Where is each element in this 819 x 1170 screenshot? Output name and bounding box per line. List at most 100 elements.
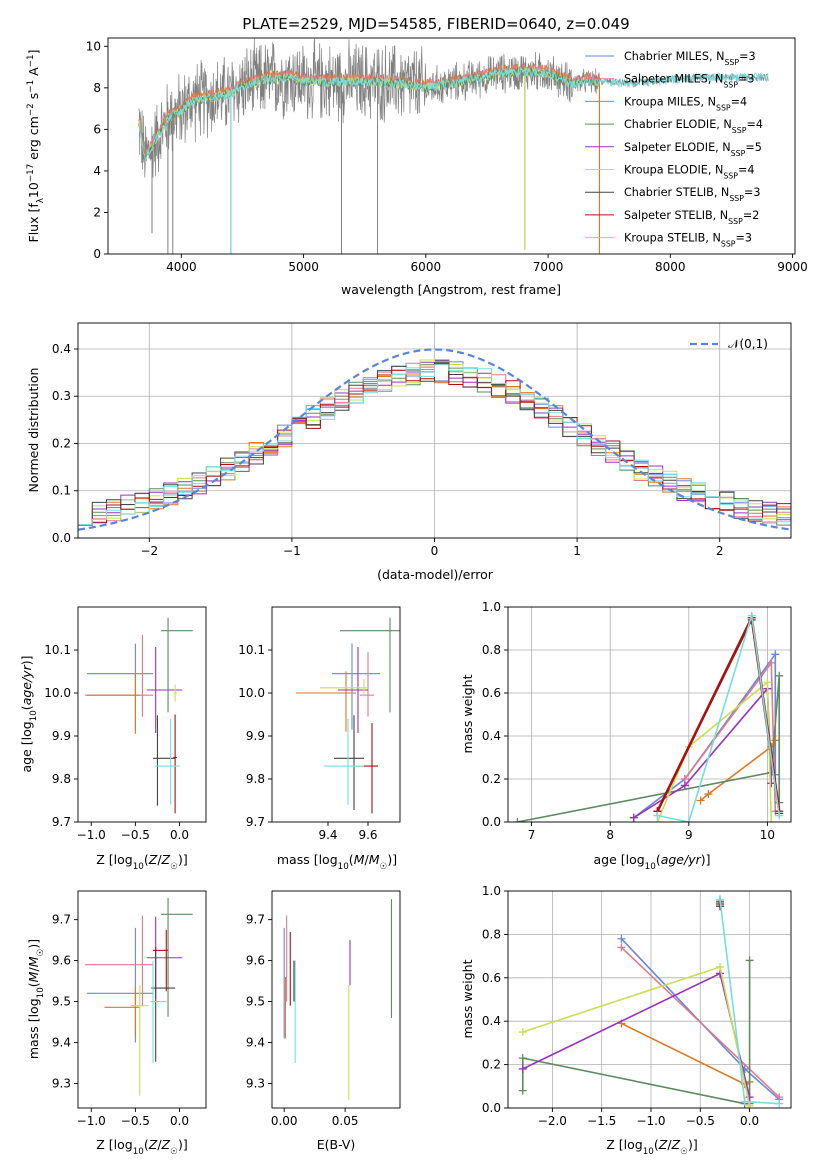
- y-tick-label: 9.7: [246, 913, 265, 927]
- y-tick-label: 9.4: [246, 1035, 265, 1049]
- errorbar-chabrier-miles: [332, 643, 380, 730]
- y-tick-label: 9.3: [52, 1076, 71, 1090]
- x-tick-label: 9.4: [318, 828, 337, 842]
- x-tick-label: −2: [140, 544, 158, 558]
- data-point-marker: [747, 611, 756, 620]
- x-tick-label: 6000: [411, 260, 442, 274]
- y-tick-label: 0.8: [482, 927, 501, 941]
- errorbar-salpeter-elodie: [338, 646, 368, 733]
- mass-weight-vs-age-plot: 7 8 9 10 0.0 0.2 0.4 0.6 0.8 1.0 age [log10(age/yr…: [460, 600, 792, 872]
- errorbar-kroupa-elodie: [130, 985, 149, 1096]
- series-line: [620, 946, 780, 1098]
- legend-label-chabrier-elodie: Chabrier ELODIE, NSSP=4: [624, 118, 763, 135]
- series-line: [517, 675, 780, 822]
- y-axis-label: age [log10(age/yr)]: [19, 655, 39, 772]
- y-tick-label: 6: [93, 122, 101, 136]
- data-point-marker: [518, 1064, 527, 1073]
- y-tick-label: 0.2: [482, 772, 501, 786]
- series-line: [656, 680, 773, 822]
- mass-vs-ebv-plot: 0.00 0.05 9.3 9.4 9.5 9.6 9.7 E(B-V): [246, 890, 401, 1152]
- data-point-marker: [763, 678, 772, 687]
- y-tick-label: 0.3: [52, 389, 71, 403]
- errorbar-salpeter-elodie: [146, 916, 183, 999]
- x-tick-label: −1.0: [636, 1114, 665, 1128]
- y-tick-label: 1.0: [482, 600, 501, 614]
- series-kroupa-stelib: [653, 611, 784, 822]
- errorbar-kroupa-elodie: [173, 684, 177, 702]
- series-line: [700, 739, 776, 802]
- model-spectrum-kroupa-stelib: [138, 67, 769, 160]
- x-axis-label: (data-model)/error: [377, 567, 494, 582]
- x-tick-label: 0.0: [740, 1114, 759, 1128]
- data-point-marker: [745, 1101, 754, 1108]
- mass-weight-vs-age-marks: [513, 611, 784, 822]
- age-vs-mass-plot: 9.4 9.6 9.7 9.8 9.9 10.0 10.1 mass [log10(M/M☉)…: [238, 606, 401, 872]
- x-tick-label: −1.5: [587, 1114, 616, 1128]
- x-axis-label: age [log10(age/yr)]: [593, 852, 710, 872]
- series-line: [656, 617, 780, 814]
- errorbar-kroupa-stelib: [150, 960, 167, 1063]
- legend-label-kroupa-elodie: Kroupa ELODIE, NSSP=4: [624, 164, 754, 181]
- residuals-plot: −2 −1 0 1 2 0.0 0.1 0.2 0.3 0.4 𝒩(0,1) (data-model)…: [26, 322, 792, 582]
- data-point-marker: [653, 811, 662, 820]
- data-point-marker: [518, 1028, 527, 1037]
- data-point-marker: [680, 781, 689, 790]
- axes-frame: [107, 37, 796, 255]
- series-kroupa-elodie: [518, 962, 754, 1108]
- x-tick-label: 2: [716, 544, 724, 558]
- errorbar-chabrier-stelib: [334, 715, 364, 810]
- data-point-marker: [696, 796, 705, 805]
- x-axis-label: mass [log10(M/M☉)]: [277, 852, 397, 872]
- x-tick-label: 9000: [777, 260, 808, 274]
- data-point-marker: [617, 934, 626, 943]
- data-point-marker: [704, 790, 713, 799]
- errorbar-salpeter-elodie: [146, 646, 183, 733]
- axes-frame: [77, 890, 207, 1109]
- data-point-marker: [771, 736, 780, 745]
- legend-label-salpeter-stelib: Salpeter STELIB, NSSP=2: [624, 209, 759, 226]
- errorbar-chabrier-stelib: [153, 715, 176, 806]
- age-vs-mass-marks: [296, 617, 400, 814]
- errorbar-salpeter-stelib: [173, 714, 177, 814]
- age-vs-metallicity-plot: −1.0 −0.5 0.0 9.7 9.8 9.9 10.0 10.1 Z [log10(Z/Z…: [19, 606, 207, 872]
- errorbar-salpeter-miles: [360, 652, 374, 717]
- y-tick-label: 10: [86, 39, 101, 53]
- legend-label-salpeter-elodie: Salpeter ELODIE, NSSP=5: [624, 141, 762, 158]
- errorbar-salpeter-stelib: [356, 723, 378, 814]
- data-point-marker: [684, 818, 693, 822]
- residuals-marks: [78, 348, 791, 538]
- x-tick-label: 4000: [166, 260, 197, 274]
- data-point-marker: [767, 658, 776, 667]
- y-tick-label: 10.1: [238, 643, 265, 657]
- y-tick-label: 10.0: [44, 686, 71, 700]
- y-tick-label: 0.0: [52, 531, 71, 545]
- y-tick-label: 8: [93, 81, 101, 95]
- x-tick-label: 10: [760, 828, 775, 842]
- mass-vs-metallicity-plot: −1.0 −0.5 0.0 9.3 9.4 9.5 9.6 9.7 Z [log10(Z/Z☉)…: [26, 890, 207, 1157]
- data-point-marker: [745, 1093, 754, 1102]
- y-tick-label: 9.8: [246, 772, 265, 786]
- y-axis-label: mass weight: [460, 959, 475, 1038]
- x-axis-label: wavelength [Angstrom, rest frame]: [341, 282, 561, 297]
- y-tick-label: 9.9: [52, 729, 71, 743]
- x-tick-label: 1: [573, 544, 581, 558]
- y-axis-label: mass [log10(M/M☉)]: [26, 939, 46, 1059]
- errorbar-kroupa-miles: [86, 673, 140, 734]
- legend-label-kroupa-stelib: Kroupa STELIB, NSSP=3: [624, 232, 752, 249]
- x-tick-label: −0.5: [121, 1114, 150, 1128]
- y-axis-label: Normed distribution: [26, 368, 41, 493]
- data-point-marker: [518, 1054, 527, 1063]
- errorbar-kroupa-miles: [296, 671, 356, 732]
- y-tick-label: 9.7: [52, 815, 71, 829]
- figure-title: PLATE=2529, MJD=54585, FIBERID=0640, z=0…: [242, 15, 629, 33]
- errorbar-chabrier-elodie: [340, 617, 400, 713]
- axes-frame: [507, 890, 792, 1109]
- data-point-marker: [716, 962, 725, 971]
- y-tick-label: 2: [93, 205, 101, 219]
- data-point-marker: [775, 811, 784, 820]
- spectrum-legend: Chabrier MILES, NSSP=3 Salpeter MILES, NS…: [585, 50, 763, 248]
- x-tick-label: −2.0: [538, 1114, 567, 1128]
- y-tick-label: 9.5: [52, 995, 71, 1009]
- x-tick-label: 5000: [288, 260, 319, 274]
